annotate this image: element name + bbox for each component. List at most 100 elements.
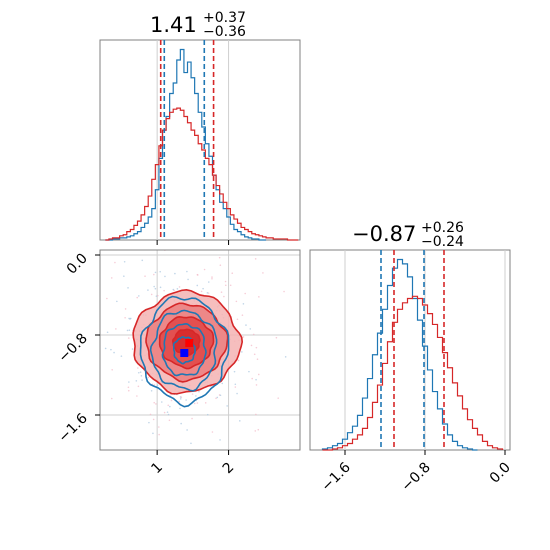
scatter-point [284, 356, 287, 358]
scatter-point [166, 411, 169, 413]
scatter-point [169, 405, 171, 408]
scatter-point [106, 331, 109, 334]
scatter-point [219, 394, 222, 397]
scatter-point [124, 316, 126, 319]
scatter-point [159, 286, 162, 289]
scatter-point [152, 432, 154, 435]
scatter-point [158, 426, 160, 428]
scatter-point [137, 367, 139, 369]
scatter-point [251, 377, 253, 380]
scatter-point [153, 273, 155, 276]
scatter-point [237, 359, 240, 362]
scatter-point [127, 389, 130, 392]
scatter-point [141, 259, 144, 262]
joint-x-tick-label: 2 [220, 460, 238, 478]
joint-contours [132, 289, 244, 408]
param2-x-tick-label: −0.8 [398, 460, 433, 495]
scatter-point [126, 329, 129, 332]
scatter-point [242, 336, 245, 338]
scatter-point [111, 368, 113, 371]
scatter-point [206, 292, 209, 294]
scatter-point [137, 371, 140, 374]
scatter-point [136, 395, 138, 397]
scatter-point [218, 256, 221, 259]
scatter-point [198, 390, 200, 393]
scatter-point [211, 277, 213, 280]
param2-title-plus: +0.26 [421, 220, 464, 236]
scatter-point [170, 399, 173, 402]
scatter-point [110, 277, 113, 279]
scatter-point [216, 396, 219, 399]
scatter-point [156, 294, 159, 297]
scatter-point [179, 398, 182, 400]
param1-title-median: 1.41 [150, 13, 197, 37]
scatter-point [165, 217, 167, 219]
scatter-point [178, 286, 181, 288]
param1-plot-frame [99, 39, 301, 241]
scatter-point [203, 268, 206, 271]
scatter-point [248, 370, 250, 373]
param1-title-plus: +0.37 [203, 10, 246, 26]
param2-histogram-series [321, 258, 504, 451]
scatter-point [185, 399, 187, 401]
scatter-point [136, 296, 139, 299]
scatter-point [128, 329, 131, 332]
blue-contour-level [149, 309, 218, 392]
scatter-point [46, 444, 48, 446]
scatter-point [123, 275, 125, 277]
scatter-point [190, 442, 192, 445]
scatter-point [160, 401, 163, 403]
scatter-point [184, 473, 186, 475]
scatter-point [106, 297, 108, 300]
histogram-step-line [105, 107, 299, 241]
scatter-point [245, 324, 247, 326]
scatter-point [283, 290, 285, 293]
scatter-point [224, 284, 227, 287]
joint-plot-frame [99, 249, 301, 451]
scatter-point [211, 431, 214, 433]
param1-histogram-panel: 1.41 +0.37 −0.36 [99, 10, 301, 245]
scatter-point [206, 413, 209, 416]
scatter-point [221, 382, 224, 385]
scatter-point [153, 384, 156, 386]
histogram-step-line [105, 48, 267, 241]
scatter-point [129, 318, 131, 320]
scatter-point [131, 348, 134, 350]
scatter-point [252, 333, 255, 336]
scatter-point [141, 379, 143, 381]
histogram-step-line [322, 295, 504, 451]
joint-y-tick-label: −0.8 [55, 331, 90, 366]
scatter-point [186, 429, 188, 431]
scatter-point [340, 327, 342, 329]
scatter-point [176, 288, 179, 290]
scatter-point [114, 261, 116, 264]
joint-markers [180, 339, 194, 357]
scatter-point [207, 281, 210, 283]
scatter-point [124, 308, 127, 310]
scatter-point [153, 401, 156, 404]
joint-y-ticks: 0.0 −0.8 −1.6 [55, 251, 100, 446]
scatter-point [78, 472, 80, 474]
scatter-point [158, 433, 160, 436]
scatter-point [224, 280, 227, 283]
param2-plot-frame [309, 249, 511, 451]
scatter-point [154, 287, 157, 290]
joint-x-tick-label: 1 [148, 460, 166, 478]
scatter-point [116, 300, 118, 303]
param1-grid [156, 40, 230, 245]
scatter-point [234, 386, 237, 388]
scatter-point [219, 439, 221, 441]
scatter-point [144, 275, 146, 277]
scatter-point [200, 290, 203, 293]
scatter-point [178, 400, 181, 403]
scatter-point [255, 346, 258, 349]
scatter-point [238, 420, 241, 422]
scatter-point [104, 232, 106, 234]
scatter-point [262, 272, 264, 274]
scatter-point [242, 303, 245, 305]
param2-x-ticks: −1.6 −0.8 0.0 [318, 450, 514, 495]
scatter-point [150, 293, 153, 296]
blue-contour-level [139, 295, 230, 408]
blue-contour-level [161, 323, 207, 377]
scatter-point [249, 328, 252, 330]
